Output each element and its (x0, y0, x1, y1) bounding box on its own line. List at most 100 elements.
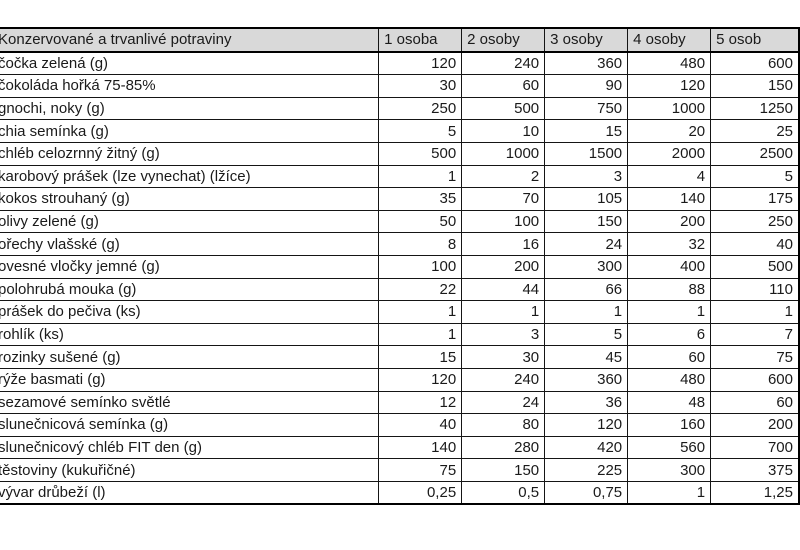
quantity-cell: 700 (710, 435, 800, 460)
food-item-label: slunečnicový chléb FIT den (g) (0, 435, 380, 460)
table-row: rozinky sušené (g) 15 30 45 60 75 (0, 345, 800, 369)
quantity-cell: 0,75 (544, 480, 629, 505)
quantity-cell: 600 (710, 51, 800, 76)
quantity-cell: 140 (378, 435, 463, 460)
food-item-label: gnochi, noky (g) (0, 96, 380, 121)
food-item-label: čokoláda hořká 75-85% (0, 74, 380, 98)
quantity-cell: 120 (544, 413, 629, 437)
quantity-cell: 250 (710, 209, 800, 234)
quantity-cell: 22 (378, 277, 463, 302)
table-row: olivy zelené (g) 50 100 150 200 250 (0, 209, 800, 234)
food-item-label: ořechy vlašské (g) (0, 232, 380, 256)
quantity-cell: 40 (710, 232, 800, 256)
quantity-cell: 80 (461, 413, 546, 437)
table-row: rýže basmati (g) 120 240 360 480 600 (0, 367, 800, 392)
quantity-cell: 500 (710, 254, 800, 279)
quantity-cell: 5 (378, 119, 463, 143)
food-item-label: těstoviny (kukuřičné) (0, 458, 380, 482)
quantity-cell: 1 (378, 300, 463, 324)
food-item-label: chia semínka (g) (0, 119, 380, 143)
table-row: chléb celozrnný žitný (g) 500 1000 1500 2000… (0, 141, 800, 166)
quantity-cell: 1 (378, 322, 463, 347)
table-row: čokoláda hořká 75-85% 30 60 90 120 150 (0, 74, 800, 98)
table-row: sezamové semínko světlé 12 24 36 48 60 (0, 390, 800, 415)
quantity-cell: 140 (627, 187, 712, 211)
food-item-label: slunečnicová semínka (g) (0, 413, 380, 437)
food-quantity-table: Konzervované a trvanlivé potraviny 1 oso… (0, 27, 800, 506)
food-item-label: sezamové semínko světlé (0, 390, 380, 415)
quantity-cell: 1000 (461, 141, 546, 166)
quantity-cell: 45 (544, 345, 629, 369)
quantity-cell: 30 (461, 345, 546, 369)
quantity-cell: 110 (710, 277, 800, 302)
quantity-cell: 88 (627, 277, 712, 302)
quantity-cell: 60 (627, 345, 712, 369)
quantity-cell: 70 (461, 187, 546, 211)
food-item-label: rohlík (ks) (0, 322, 380, 347)
quantity-cell: 300 (544, 254, 629, 279)
quantity-cell: 2 (461, 164, 546, 189)
quantity-cell: 60 (710, 390, 800, 415)
category-title-header: Konzervované a trvanlivé potraviny (0, 27, 380, 53)
quantity-cell: 35 (378, 187, 463, 211)
food-item-label: prášek do pečiva (ks) (0, 300, 380, 324)
table-row: prášek do pečiva (ks) 1 1 1 1 1 (0, 300, 800, 324)
quantity-cell: 105 (544, 187, 629, 211)
quantity-cell: 100 (461, 209, 546, 234)
quantity-cell: 15 (378, 345, 463, 369)
table-row: chia semínka (g) 5 10 15 20 25 (0, 119, 800, 143)
quantity-cell: 50 (378, 209, 463, 234)
quantity-cell: 1,25 (710, 480, 800, 505)
table-row: slunečnicová semínka (g) 40 80 120 160 200 (0, 413, 800, 437)
quantity-cell: 2500 (710, 141, 800, 166)
quantity-cell: 4 (627, 164, 712, 189)
quantity-cell: 36 (544, 390, 629, 415)
quantity-cell: 240 (461, 367, 546, 392)
quantity-cell: 25 (710, 119, 800, 143)
person-count-header: 3 osoby (544, 27, 629, 53)
quantity-cell: 3 (461, 322, 546, 347)
quantity-cell: 90 (544, 74, 629, 98)
quantity-cell: 500 (461, 96, 546, 121)
quantity-cell: 48 (627, 390, 712, 415)
quantity-cell: 560 (627, 435, 712, 460)
quantity-cell: 500 (378, 141, 463, 166)
quantity-cell: 75 (378, 458, 463, 482)
quantity-cell: 1000 (627, 96, 712, 121)
quantity-cell: 250 (378, 96, 463, 121)
quantity-cell: 375 (710, 458, 800, 482)
food-quantity-table-wrap: Konzervované a trvanlivé potraviny 1 oso… (0, 27, 800, 506)
food-item-label: rozinky sušené (g) (0, 345, 380, 369)
quantity-cell: 750 (544, 96, 629, 121)
quantity-cell: 5 (544, 322, 629, 347)
quantity-cell: 150 (710, 74, 800, 98)
quantity-cell: 5 (710, 164, 800, 189)
quantity-cell: 16 (461, 232, 546, 256)
quantity-cell: 1250 (710, 96, 800, 121)
quantity-cell: 1 (544, 300, 629, 324)
quantity-cell: 6 (627, 322, 712, 347)
table-row: polohrubá mouka (g) 22 44 66 88 110 (0, 277, 800, 302)
table-row: karobový prášek (lze vynechat) (lžíce) 1 2… (0, 164, 800, 189)
table-header-row: Konzervované a trvanlivé potraviny 1 oso… (0, 27, 800, 53)
quantity-cell: 100 (378, 254, 463, 279)
quantity-cell: 24 (544, 232, 629, 256)
table-row: kokos strouhaný (g) 35 70 105 140 175 (0, 187, 800, 211)
quantity-cell: 7 (710, 322, 800, 347)
quantity-cell: 200 (461, 254, 546, 279)
table-row: ovesné vločky jemné (g) 100 200 300 400 500 (0, 254, 800, 279)
quantity-cell: 1 (627, 300, 712, 324)
quantity-cell: 420 (544, 435, 629, 460)
quantity-cell: 0,5 (461, 480, 546, 505)
food-item-label: vývar drůbeží (l) (0, 480, 380, 505)
table-row: gnochi, noky (g) 250 500 750 1000 1250 (0, 96, 800, 121)
table-row: čočka zelená (g) 120 240 360 480 600 (0, 51, 800, 76)
quantity-cell: 400 (627, 254, 712, 279)
food-item-label: čočka zelená (g) (0, 51, 380, 76)
quantity-cell: 120 (378, 51, 463, 76)
quantity-cell: 24 (461, 390, 546, 415)
quantity-cell: 8 (378, 232, 463, 256)
quantity-cell: 150 (461, 458, 546, 482)
person-count-header: 5 osob (710, 27, 800, 53)
quantity-cell: 1500 (544, 141, 629, 166)
